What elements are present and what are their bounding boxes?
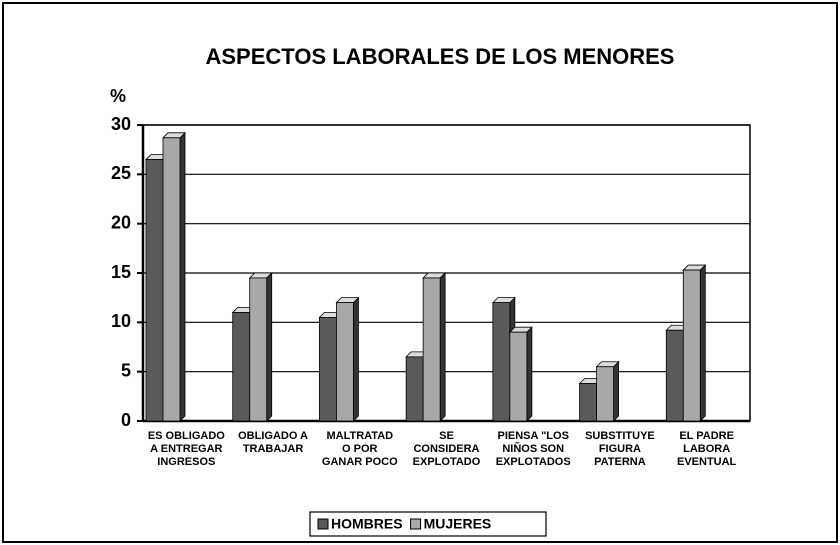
x-tick-label: OBLIGADO A TRABAJAR	[238, 430, 308, 455]
bar-side	[526, 326, 533, 422]
chart-title: ASPECTOS LABORALES DE LOS MENORES	[206, 44, 675, 69]
bar-side	[613, 360, 619, 422]
legend-label: MUJERES	[424, 516, 492, 532]
bar	[596, 366, 614, 422]
bar	[682, 269, 701, 422]
bar	[405, 356, 424, 422]
y-tick-label: 25	[111, 163, 131, 183]
bar-side	[179, 131, 186, 422]
bar	[665, 329, 684, 422]
legend-swatch	[410, 518, 422, 530]
bar-side	[699, 264, 706, 422]
legend-box	[309, 511, 547, 537]
bar	[162, 137, 181, 422]
bar	[336, 302, 354, 422]
bar	[492, 302, 511, 422]
x-tick-label: MALTRATAD O POR GANAR POCO	[321, 430, 398, 468]
legend-swatch	[317, 518, 329, 530]
bar	[509, 331, 528, 422]
y-tick-label: 30	[111, 114, 131, 134]
legend-label: HOMBRES	[331, 516, 403, 532]
y-tick-label: 10	[111, 311, 131, 331]
x-tick-label: SUBSTITUYE FIGURA PATERNA	[585, 430, 655, 468]
bar	[422, 277, 441, 422]
y-axis-label: %	[110, 86, 126, 106]
x-tick-label: EL PADRE LABORA EVENTUAL	[677, 430, 737, 468]
bar	[319, 316, 337, 422]
bar	[232, 312, 251, 422]
y-tick-label: 5	[121, 360, 131, 380]
bar-side	[439, 271, 446, 422]
bar-side	[353, 296, 359, 422]
bar	[145, 159, 164, 422]
y-tick-label: 15	[111, 262, 131, 282]
bar-side	[266, 271, 273, 422]
x-tick-label: ES OBLIGADO A ENTREGAR INGRESOS	[147, 430, 225, 468]
x-tick-label: SE CONSIDERA EXPLOTADO	[412, 430, 481, 468]
bar	[249, 277, 268, 422]
bar	[579, 383, 597, 422]
y-tick-label: 20	[111, 212, 131, 232]
y-tick-label: 0	[121, 410, 131, 430]
x-tick-label: PIENSA "LOS NIÑOS SON EXPLOTADOS	[495, 430, 571, 468]
